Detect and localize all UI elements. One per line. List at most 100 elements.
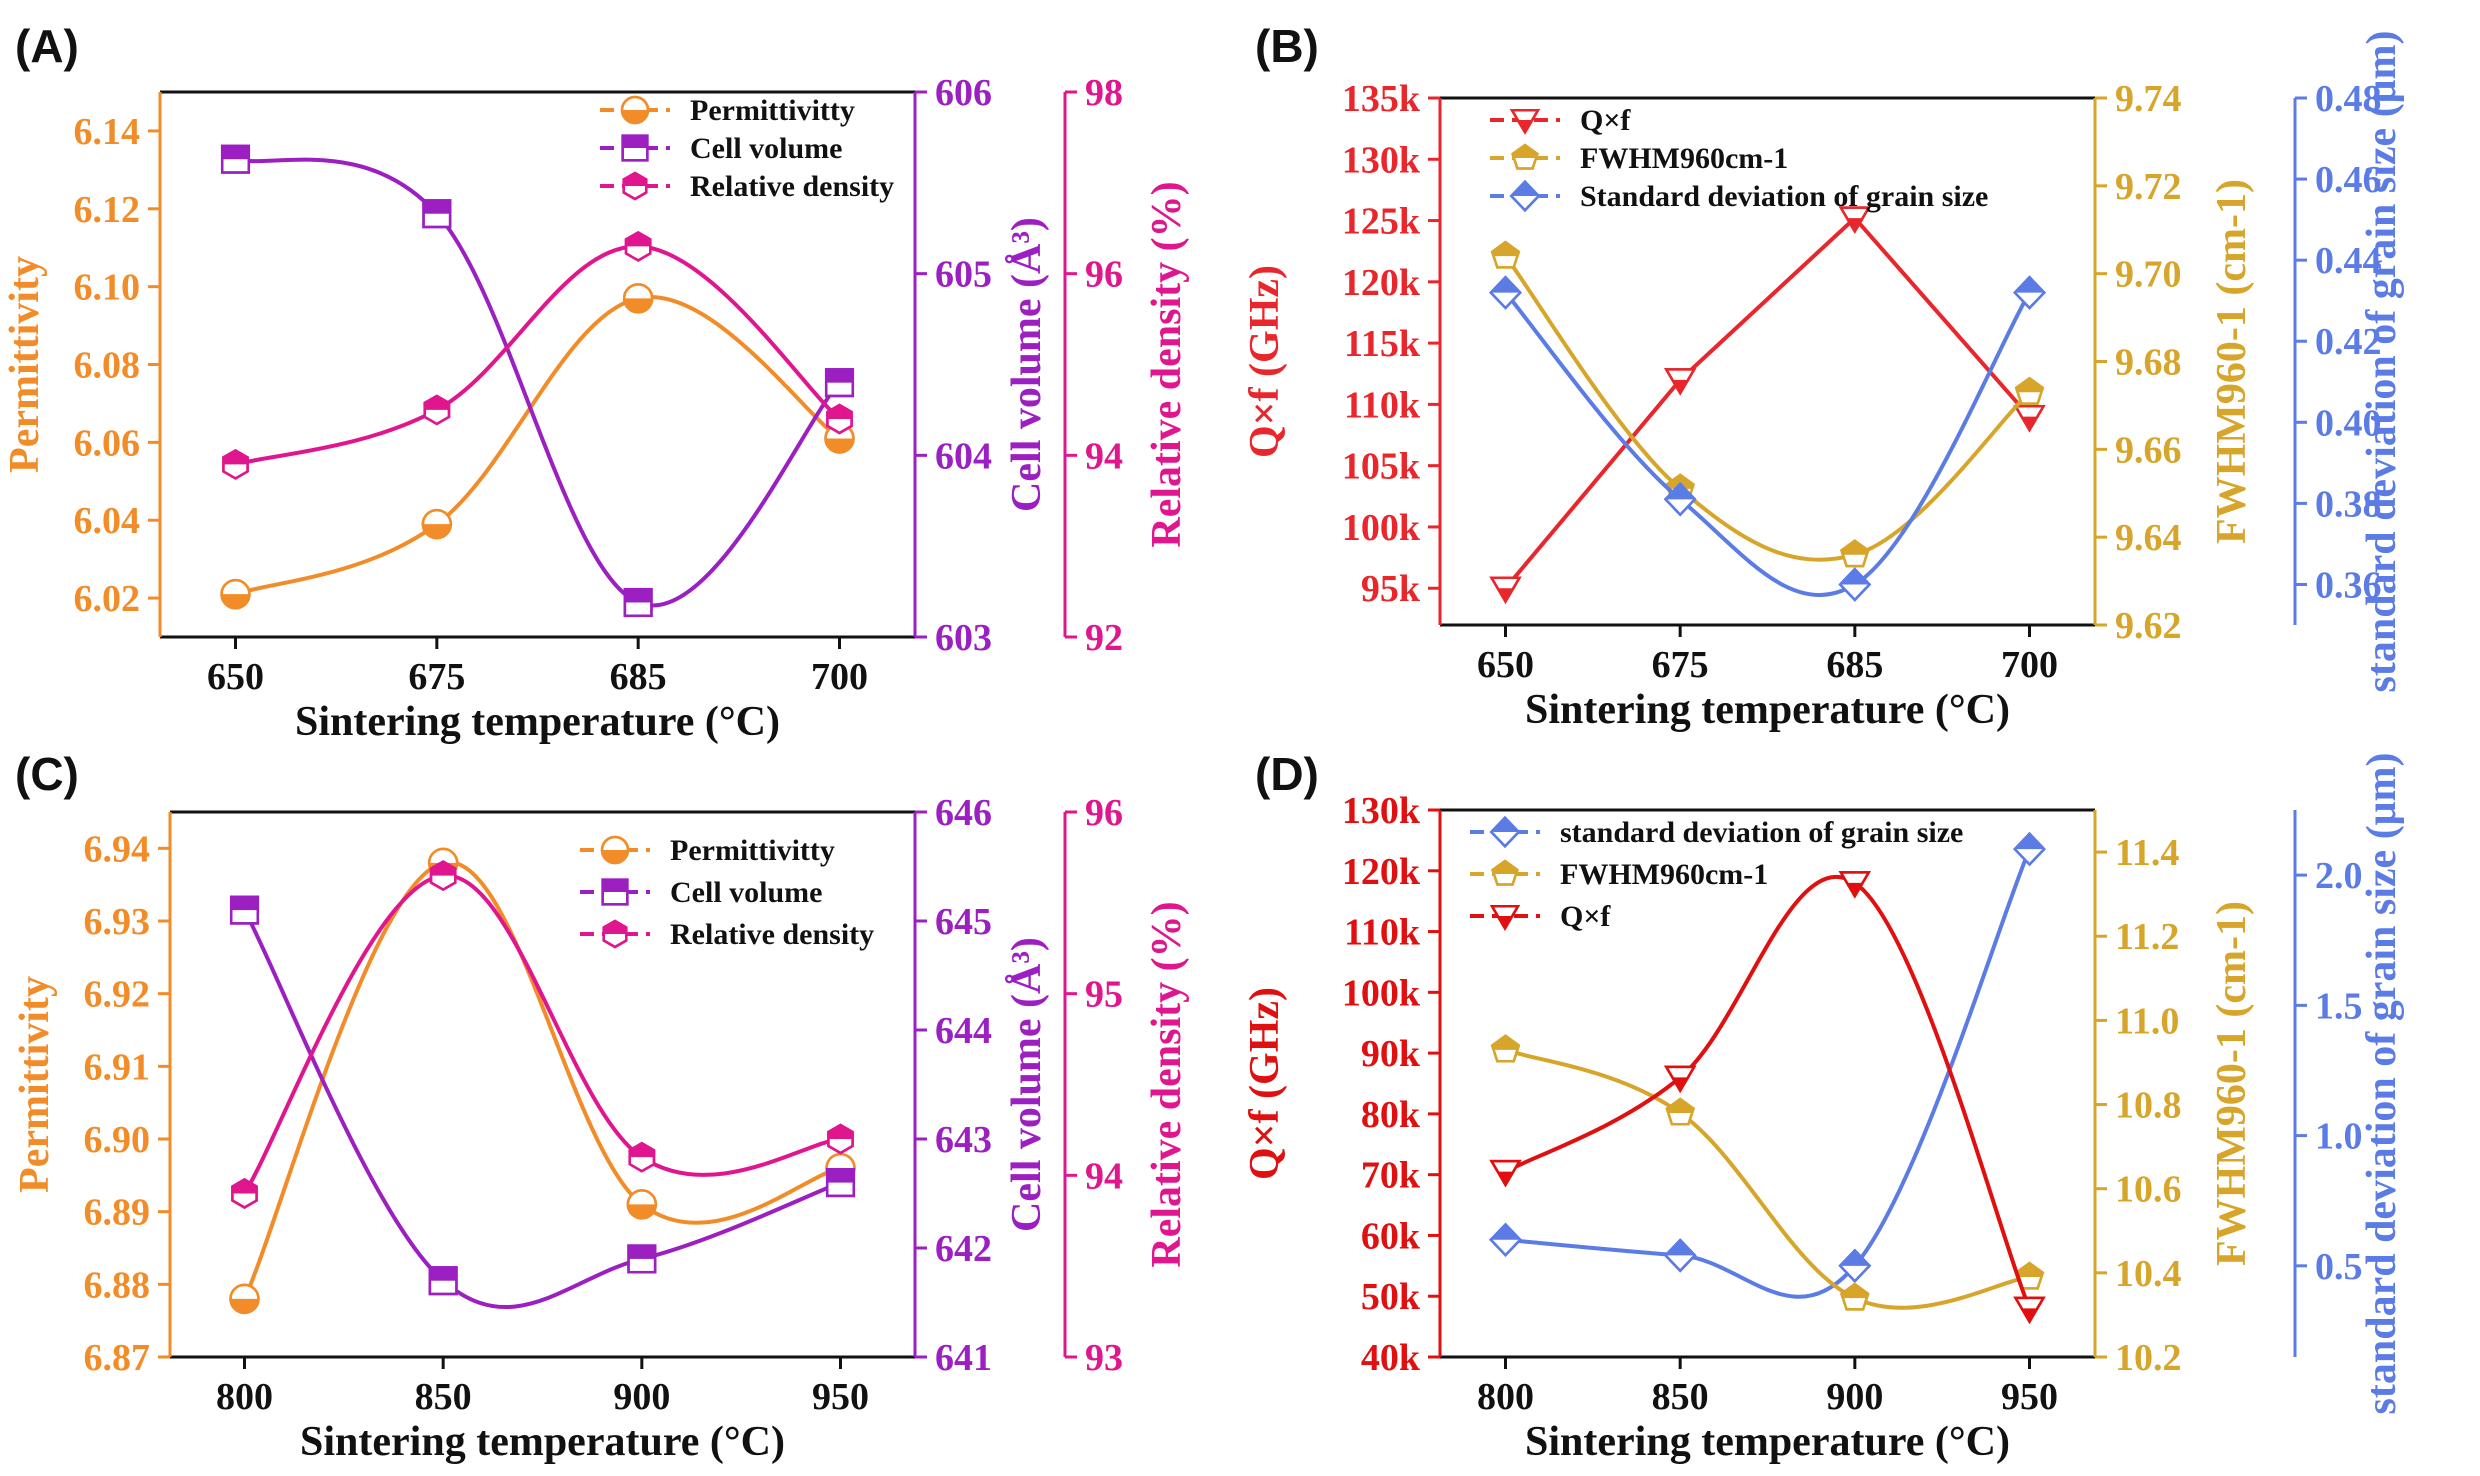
marker-outline [1489, 1159, 1522, 1188]
legend-marker [1489, 905, 1521, 931]
marker-outline [824, 368, 855, 398]
marker-outline [2013, 831, 2046, 867]
legend: standard deviation of grain size FWHM960c… [1470, 815, 1963, 933]
data-point [824, 368, 855, 398]
marker-half [422, 524, 451, 539]
marker-half [1491, 817, 1519, 832]
data-point [231, 1178, 258, 1209]
y-tick-label: 96 [1085, 792, 1123, 834]
y-tick-label: 642 [935, 1228, 992, 1270]
data-point [1490, 1034, 1521, 1063]
x-tick-label: 950 [2001, 1376, 2058, 1418]
y-tick-label: 6.08 [74, 345, 141, 387]
marker-outline [429, 860, 457, 892]
data-point [1838, 206, 1871, 234]
legend-entry: Cell volume [690, 132, 842, 165]
marker-half [1840, 1250, 1870, 1266]
marker-half [1672, 379, 1689, 394]
y-tick-label: 0.48 [2315, 78, 2382, 120]
legend-entry: Q×f [1580, 104, 1631, 137]
data-point [1838, 871, 1871, 899]
y-axis-label-0: Permittivity [12, 976, 58, 1193]
marker-half [1665, 483, 1695, 500]
y-tick-label: 0.40 [2315, 402, 2382, 444]
y-tick-label: 130k [1342, 790, 1421, 832]
y-tick-label: 95k [1361, 568, 1421, 610]
marker-outline [1489, 275, 1522, 310]
marker-outline [1489, 576, 1522, 604]
series-line-1 [1504, 1047, 2030, 1310]
data-point [1663, 1238, 1697, 1273]
marker-half [827, 1169, 854, 1183]
marker-half [1841, 540, 1869, 555]
marker-half [627, 1204, 656, 1219]
marker-half [230, 1298, 259, 1313]
data-point [1489, 1159, 1522, 1188]
marker-outline [222, 448, 249, 480]
y-tick-label: 93 [1085, 1337, 1123, 1379]
data-point [1489, 576, 1522, 604]
x-tick-label: 800 [1477, 1376, 1534, 1418]
marker-outline [1489, 905, 1521, 931]
data-point [423, 394, 451, 426]
marker-half [624, 298, 653, 313]
marker-half [1666, 1099, 1694, 1113]
y-axis-label-2: standard deviation of grain size (μm) [2359, 31, 2405, 693]
y-tick-label: 110k [1344, 384, 1421, 426]
data-point [2013, 275, 2046, 310]
y-tick-label: 6.93 [84, 901, 151, 943]
data-point [626, 1189, 658, 1220]
marker-half [1492, 861, 1518, 874]
marker-outline [1489, 1222, 1522, 1258]
chart-panel-2: (C) 800 850 900 950 Sintering temperature (°C… [12, 748, 1190, 1465]
data-point [220, 144, 251, 174]
marker-outline [1838, 1248, 1872, 1284]
y-tick-label: 94 [1085, 1155, 1123, 1197]
marker-half [1517, 120, 1533, 133]
y-tick-label: 0.38 [2315, 483, 2382, 525]
marker-half [1846, 882, 1863, 897]
legend-entry: Relative density [670, 918, 874, 951]
legend-entry: Permittivitty [670, 834, 835, 867]
y-tick-label: 6.92 [84, 974, 151, 1016]
data-point [2013, 1296, 2046, 1325]
y-tick-label: 94 [1085, 435, 1123, 477]
y-axis-label-1: FWHM960-1 (cm-1) [2209, 901, 2255, 1266]
series-line-1 [242, 909, 842, 1310]
marker-outline [622, 171, 648, 201]
data-point [624, 230, 652, 262]
marker-outline [1840, 1282, 1870, 1311]
marker-outline [1664, 1065, 1697, 1094]
x-tick-label: 950 [812, 1376, 869, 1418]
y-tick-label: 10.4 [2115, 1253, 2182, 1295]
y-axis-label-1: Cell volume (Å³) [1004, 937, 1050, 1232]
legend-marker [1509, 179, 1541, 213]
y-tick-label: 100k [1342, 972, 1421, 1014]
x-tick-label: 700 [811, 656, 868, 698]
y-tick-label: 0.44 [2315, 240, 2382, 282]
x-tick-label: 685 [610, 656, 667, 698]
marker-half [2021, 416, 2038, 430]
marker-half [623, 173, 647, 186]
y-tick-label: 105k [1342, 446, 1421, 488]
marker-outline [1490, 1034, 1521, 1063]
series-line-2 [234, 244, 841, 467]
marker-outline [1663, 1238, 1697, 1273]
data-point [1489, 1222, 1522, 1258]
marker-outline [421, 508, 453, 540]
data-point [428, 1266, 458, 1296]
x-tick-label: 675 [1652, 644, 1709, 686]
y-tick-label: 125k [1342, 201, 1421, 243]
y-tick-label: 11.4 [2115, 832, 2179, 874]
y-tick-label: 0.42 [2315, 321, 2382, 363]
y-tick-label: 606 [935, 72, 992, 114]
y-tick-label: 2.0 [2315, 855, 2363, 897]
data-point [2013, 404, 2046, 433]
panel-letter: (A) [15, 20, 79, 72]
marker-half [602, 850, 628, 863]
y-tick-label: 60k [1361, 1215, 1421, 1257]
x-tick-label: 685 [1826, 644, 1883, 686]
y-tick-label: 100k [1342, 507, 1421, 549]
marker-outline [1665, 1097, 1695, 1126]
data-point [1664, 1065, 1697, 1094]
